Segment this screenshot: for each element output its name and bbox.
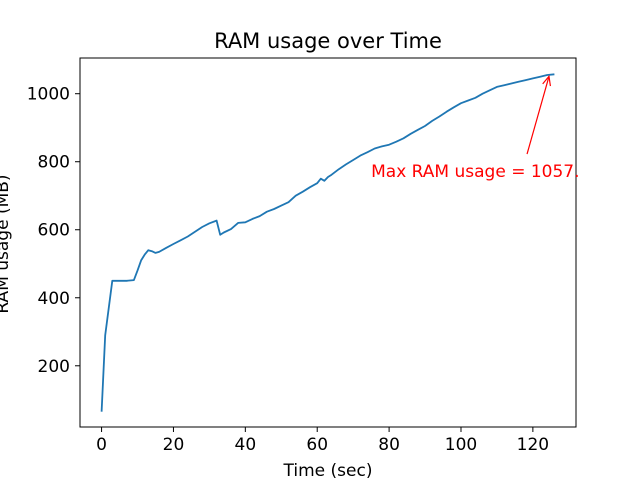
- x-axis: 0 20 40 60 80 100 120: [96, 427, 549, 455]
- x-tick-label: 20: [163, 435, 185, 455]
- series-line: [100, 73, 555, 412]
- y-axis-label: RAM usage (MB): [0, 174, 13, 313]
- y-tick-label: 200: [38, 357, 70, 377]
- x-tick-label: 60: [306, 435, 328, 455]
- y-axis: 200 400 600 800 1000: [27, 85, 80, 377]
- x-axis-label: Time (sec): [283, 461, 373, 480]
- annotation-arrow-line: [526, 76, 550, 155]
- chart-title: RAM usage over Time: [214, 29, 442, 53]
- y-tick-label: 1000: [27, 85, 70, 105]
- y-tick-label: 600: [38, 221, 70, 241]
- x-tick-label: 0: [96, 435, 107, 455]
- series-group: [100, 73, 555, 412]
- x-tick-label: 120: [517, 435, 549, 455]
- plot-area: [79, 57, 577, 428]
- x-tick-label: 100: [445, 435, 477, 455]
- x-tick-label: 80: [378, 435, 400, 455]
- x-tick-label: 40: [235, 435, 257, 455]
- plot-frame: [79, 57, 577, 428]
- y-tick-label: 800: [38, 153, 70, 173]
- annotation-arrow-head: [542, 74, 551, 87]
- annotation-group: Max RAM usage = 1057.: [371, 74, 580, 182]
- annotation-text: Max RAM usage = 1057.: [371, 162, 579, 182]
- y-tick-label: 400: [38, 289, 70, 309]
